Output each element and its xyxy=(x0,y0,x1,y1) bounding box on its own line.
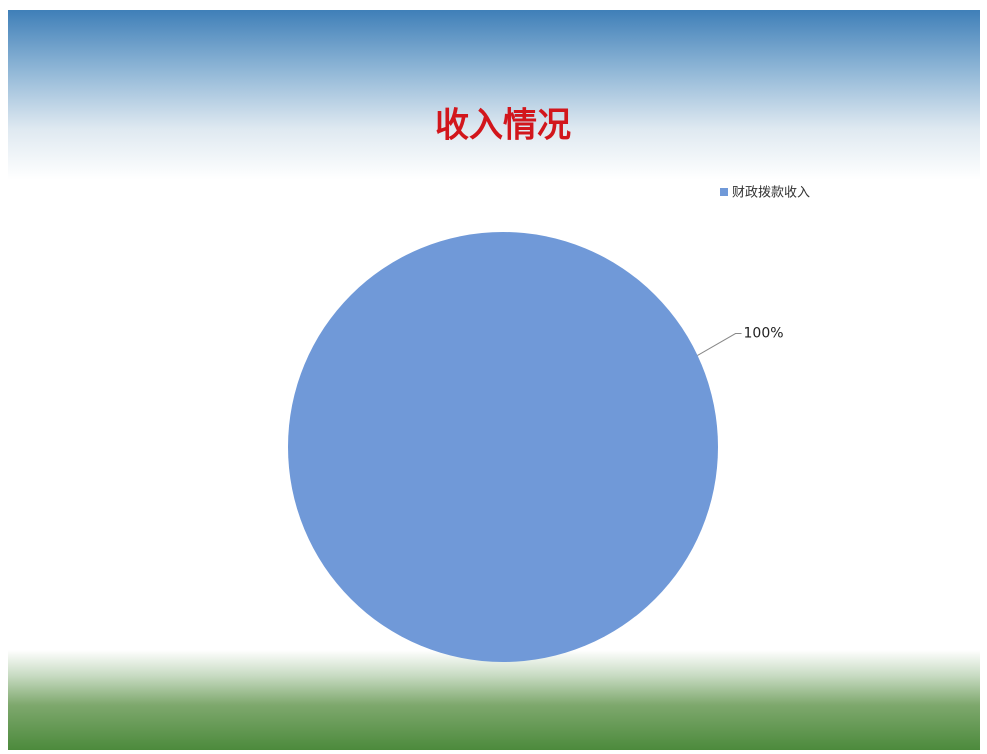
data-label: 100% xyxy=(744,326,784,342)
legend-label: 财政拨款收入 xyxy=(732,186,810,201)
chart-title: 收入情况 xyxy=(435,106,571,146)
plot: 100% 财政拨款收入 xyxy=(288,186,810,662)
sky xyxy=(8,10,980,180)
grass xyxy=(8,650,980,750)
legend-swatch xyxy=(720,188,728,196)
pie-slice xyxy=(288,232,718,662)
leader-line xyxy=(697,333,742,356)
